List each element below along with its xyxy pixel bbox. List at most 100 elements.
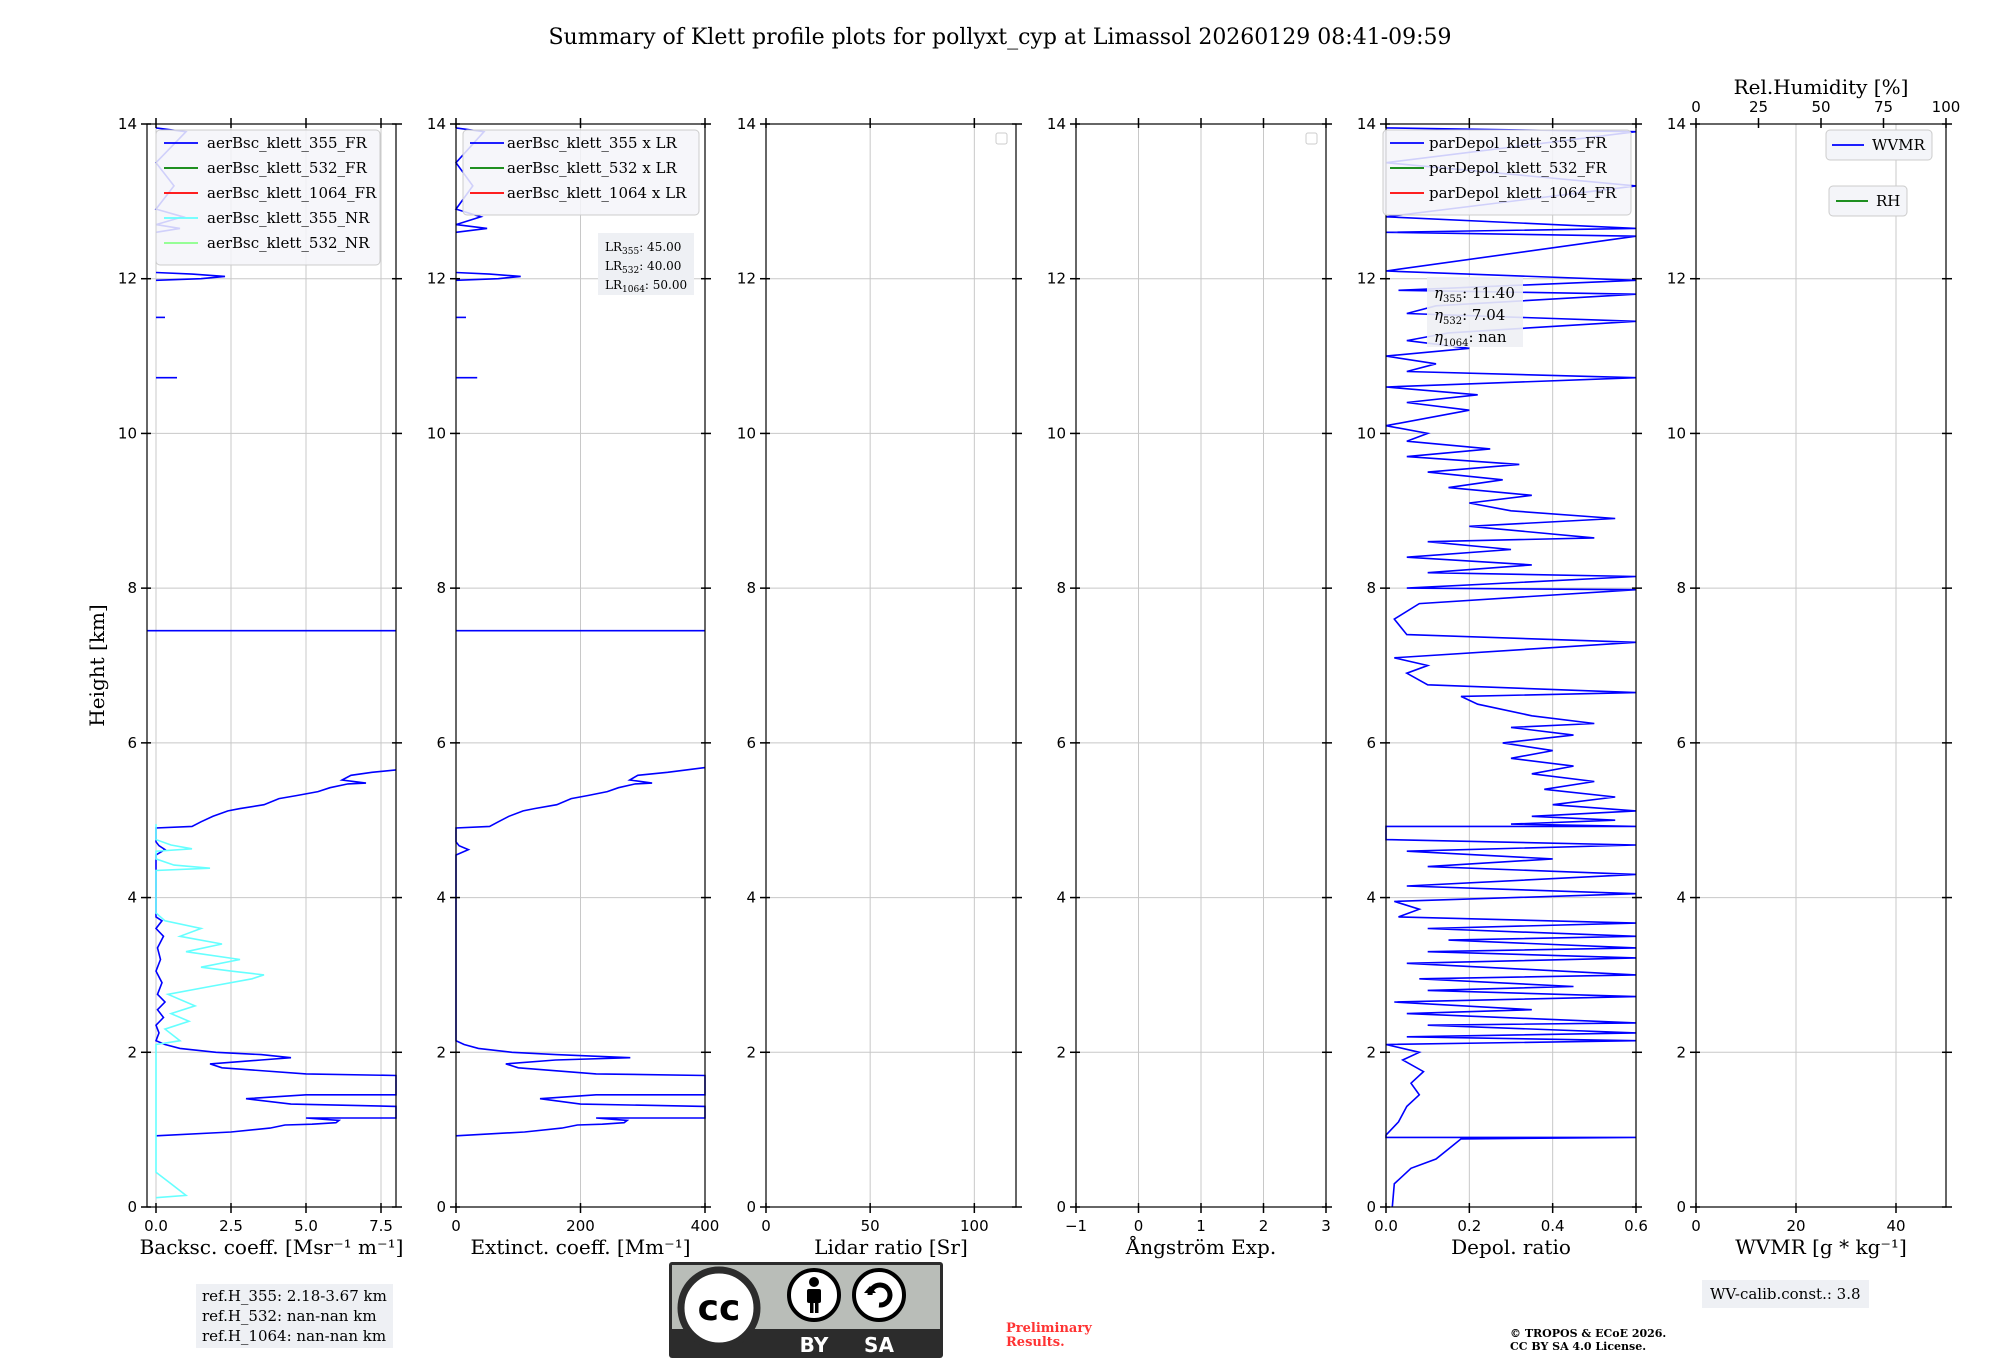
legend-entry-wvmr: WVMR bbox=[1872, 136, 1926, 154]
top-x-axis-label: Rel.Humidity [%] bbox=[1734, 75, 1909, 99]
legend-entry-aerbsc-klett-1064-fr: aerBsc_klett_1064_FR bbox=[207, 184, 377, 202]
panel-depol: 0 2 4 6 8 10 12 14 0.0 0.2 0.4 0.6 Depol. ratio bbox=[1357, 115, 1648, 1259]
legend-entry-aerbsc-klett-355-nr: aerBsc_klett_355_NR bbox=[207, 209, 370, 227]
x-tick-label: 100 bbox=[960, 1217, 989, 1235]
cc-license-badge: cc BY SA bbox=[669, 1262, 943, 1358]
y-tick-label: 2 bbox=[1056, 1043, 1066, 1061]
preliminary-line2: Results. bbox=[1006, 1335, 1065, 1350]
x-tick-label: 50 bbox=[861, 1217, 880, 1235]
y-tick-label: 4 bbox=[127, 889, 137, 907]
x-tick-label: 2.5 bbox=[219, 1217, 243, 1235]
copyright-line2: CC BY SA 4.0 License. bbox=[1510, 1340, 1647, 1353]
eta-box-bg bbox=[1427, 277, 1523, 347]
x-tick-label: 0.0 bbox=[1374, 1217, 1398, 1235]
y-tick-label: 4 bbox=[746, 889, 756, 907]
x-tick-label: 0.0 bbox=[144, 1217, 168, 1235]
y-tick-label: 4 bbox=[1366, 889, 1376, 907]
legend-entry-rh: RH bbox=[1876, 192, 1900, 210]
y-tick-label: 10 bbox=[1667, 424, 1686, 442]
legend-box bbox=[1382, 129, 1632, 216]
ref-height-1064: ref.H_1064: nan-nan km bbox=[202, 1327, 387, 1345]
legend-entry-aerbsc-klett-532-fr: aerBsc_klett_532_FR bbox=[207, 159, 367, 177]
legend-entry-pardepol-klett-1064-fr: parDepol_klett_1064_FR bbox=[1429, 184, 1617, 202]
series-pardepol-klett-355-fr bbox=[1385, 127, 1637, 1208]
legend-depol: parDepol_klett_355_FR parDepol_klett_532_… bbox=[1382, 129, 1632, 216]
y-tick-label: 2 bbox=[1366, 1043, 1376, 1061]
y-tick-label: 6 bbox=[746, 734, 756, 752]
top-x-tick-label: 100 bbox=[1932, 98, 1961, 116]
figure-title: Summary of Klett profile plots for polly… bbox=[548, 25, 1451, 50]
x-tick-label: 2 bbox=[1259, 1217, 1269, 1235]
y-tick-label: 10 bbox=[1047, 424, 1066, 442]
x-tick-label: 0 bbox=[1691, 1217, 1701, 1235]
eta-532: η532: 7.04 bbox=[1434, 306, 1505, 327]
legend-box bbox=[155, 129, 381, 266]
top-x-tick-label: 75 bbox=[1874, 98, 1893, 116]
y-tick-label: 0 bbox=[1366, 1198, 1376, 1216]
x-axis-label: WVMR [g * kg⁻¹] bbox=[1735, 1235, 1907, 1259]
x-tick-label: 0.2 bbox=[1457, 1217, 1481, 1235]
plot-frame bbox=[1385, 123, 1637, 1208]
cc-by-label: BY bbox=[800, 1333, 829, 1357]
y-tick-label: 0 bbox=[1676, 1198, 1686, 1216]
y-tick-label: 2 bbox=[436, 1043, 446, 1061]
x-tick-label: 1 bbox=[1196, 1217, 1206, 1235]
x-axis-label: Ångström Exp. bbox=[1125, 1234, 1276, 1259]
cc-logo-icon bbox=[677, 1266, 761, 1350]
y-tick-label: 0 bbox=[436, 1198, 446, 1216]
y-tick-label: 10 bbox=[427, 424, 446, 442]
x-tick-label: 0 bbox=[451, 1217, 461, 1235]
x-axis-label: Depol. ratio bbox=[1451, 1235, 1571, 1259]
plot-frame bbox=[146, 123, 397, 1208]
y-tick-label: 4 bbox=[1676, 889, 1686, 907]
top-x-tick-label: 25 bbox=[1749, 98, 1768, 116]
x-axis-label: Lidar ratio [Sr] bbox=[814, 1235, 968, 1259]
lidar-ratio-box: LR355: 45.00 LR532: 40.00 LR1064: 50.00 bbox=[598, 233, 694, 295]
x-tick-label: 5.0 bbox=[294, 1217, 318, 1235]
legend-box bbox=[462, 129, 700, 216]
y-tick-label: 14 bbox=[1047, 115, 1066, 133]
y-tick-label: 12 bbox=[1667, 270, 1686, 288]
ref-height-355: ref.H_355: 2.18-3.67 km bbox=[202, 1287, 387, 1305]
x-tick-label: 40 bbox=[1886, 1217, 1905, 1235]
y-tick-label: 14 bbox=[1667, 115, 1686, 133]
x-tick-label: 400 bbox=[691, 1217, 720, 1235]
legend-entry-aerbsc-klett-1064-x-lr: aerBsc_klett_1064 x LR bbox=[507, 184, 687, 202]
y-tick-label: 10 bbox=[737, 424, 756, 442]
series-ext-upper3 bbox=[455, 271, 521, 282]
plot-frame bbox=[1695, 123, 1947, 1208]
cc-sa-icon bbox=[852, 1268, 906, 1322]
lidar-ratio-1064: LR1064: 50.00 bbox=[605, 278, 687, 295]
x-axis-label: Extinct. coeff. [Mm⁻¹] bbox=[470, 1235, 690, 1259]
y-tick-label: 2 bbox=[1676, 1043, 1686, 1061]
plot-frame bbox=[765, 123, 1017, 1208]
series-aerbsc-klett-355-fr bbox=[154, 769, 397, 1137]
y-tick-label: 10 bbox=[118, 424, 137, 442]
y-tick-label: 12 bbox=[737, 270, 756, 288]
y-tick-label: 4 bbox=[1056, 889, 1066, 907]
y-tick-label: 0 bbox=[746, 1198, 756, 1216]
x-tick-label: 0 bbox=[1134, 1217, 1144, 1235]
series-aerbsc-klett-355-fr-upper3 bbox=[155, 271, 226, 282]
x-tick-label: 0.4 bbox=[1541, 1217, 1565, 1235]
y-tick-label: 6 bbox=[1676, 734, 1686, 752]
y-tick-label: 6 bbox=[127, 734, 137, 752]
legend-entry-aerbsc-klett-532-nr: aerBsc_klett_532_NR bbox=[207, 234, 370, 252]
preliminary-line1: Preliminary bbox=[1006, 1321, 1092, 1336]
wv-calib-text: WV-calib.const.: 3.8 bbox=[1710, 1285, 1861, 1303]
legend-bsc: aerBsc_klett_355_FR aerBsc_klett_532_FRae… bbox=[155, 129, 381, 266]
reference-height-box: ref.H_355: 2.18-3.67 km ref.H_532: nan-n… bbox=[196, 1284, 393, 1348]
y-tick-label: 8 bbox=[1056, 579, 1066, 597]
legend-box-wvmr bbox=[1825, 129, 1933, 161]
y-tick-label: 8 bbox=[127, 579, 137, 597]
y-tick-label: 12 bbox=[1357, 270, 1376, 288]
y-tick-label: 0 bbox=[1056, 1198, 1066, 1216]
cc-sa-label: SA bbox=[864, 1333, 894, 1357]
x-axis-label: Backsc. coeff. [Msr⁻¹ m⁻¹] bbox=[140, 1235, 404, 1259]
legend-empty-ae bbox=[1305, 132, 1318, 145]
y-tick-label: 6 bbox=[436, 734, 446, 752]
